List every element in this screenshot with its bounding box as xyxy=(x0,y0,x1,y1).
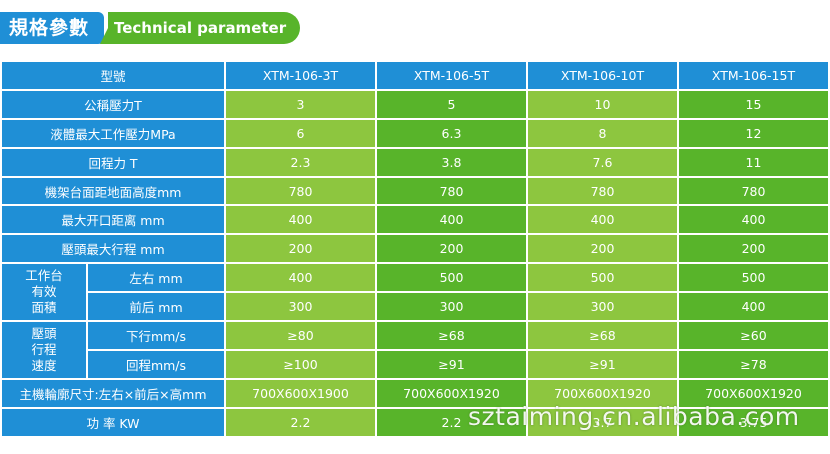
value-cell: ≥78 xyxy=(679,350,828,378)
value-cell: 12 xyxy=(679,119,828,147)
value-cell: 6 xyxy=(226,119,375,147)
value-cell: 700X600X1920 xyxy=(528,379,677,407)
group-label-line: 有效 xyxy=(31,284,57,300)
value-cell: 400 xyxy=(528,206,677,234)
value-cell: 500 xyxy=(679,264,828,292)
value-cell: 3.8 xyxy=(377,148,526,176)
section-title-cn: 規格參數 xyxy=(0,12,104,44)
value-cell: 700X600X1900 xyxy=(226,379,375,407)
table-row: 液體最大工作壓力MPa 6 6.3 8 12 xyxy=(2,119,828,147)
value-cell: 3.75 xyxy=(679,408,828,436)
table-row: 壓頭 行程 速度 下行mm/s ≥80 ≥68 ≥68 ≥60 xyxy=(2,322,828,378)
sub-row-label: 左右 mm xyxy=(88,264,224,292)
section-header: 規格參數 Technical parameter xyxy=(0,12,300,44)
table-row: 公稱壓力T 3 5 10 15 xyxy=(2,90,828,118)
row-label: 最大开口距离 mm xyxy=(2,206,224,234)
model-header-cell: XTM-106-10T xyxy=(528,62,677,89)
table-header-row: 型號 XTM-106-3T XTM-106-5T XTM-106-10T XTM-106… xyxy=(2,62,828,89)
section-title-en: Technical parameter xyxy=(100,12,300,44)
value-cell: 400 xyxy=(679,293,828,321)
sub-row-label: 下行mm/s xyxy=(88,322,224,349)
row-label: 主機輪廓尺寸:左右×前后×高mm xyxy=(2,379,224,407)
value-cell: ≥68 xyxy=(377,322,526,349)
value-cell: 2.3 xyxy=(226,148,375,176)
row-label: 公稱壓力T xyxy=(2,90,224,118)
spec-table: 型號 XTM-106-3T XTM-106-5T XTM-106-10T XTM-106… xyxy=(0,60,830,438)
value-cell: 400 xyxy=(226,264,375,292)
table-row: 前后 mm 300 300 300 400 xyxy=(2,293,828,321)
table-row: 工作台 有效 面積 左右 mm 400 500 500 500 xyxy=(2,264,828,321)
value-cell: 10 xyxy=(528,90,677,118)
sub-row-label: 前后 mm xyxy=(88,293,224,321)
value-cell: 400 xyxy=(679,206,828,234)
value-cell: 300 xyxy=(377,293,526,321)
model-header-cell: XTM-106-15T xyxy=(679,62,828,89)
value-cell: 15 xyxy=(679,90,828,118)
value-cell: 780 xyxy=(377,177,526,205)
value-cell: 2.2 xyxy=(226,408,375,436)
group-label-line: 工作台 xyxy=(25,268,63,284)
row-label: 功 率 KW xyxy=(2,408,224,436)
value-cell: 5 xyxy=(377,90,526,118)
table-row: 回程力 T 2.3 3.8 7.6 11 xyxy=(2,148,828,176)
value-cell: 3.7 xyxy=(528,408,677,436)
value-cell: 200 xyxy=(679,235,828,263)
value-cell: 400 xyxy=(226,206,375,234)
table-row: 主機輪廓尺寸:左右×前后×高mm 700X600X1900 700X600X1920… xyxy=(2,379,828,407)
sub-row-label: 回程mm/s xyxy=(88,350,224,378)
group-label-line: 壓頭 xyxy=(31,325,57,341)
value-cell: ≥100 xyxy=(226,350,375,378)
value-cell: 780 xyxy=(528,177,677,205)
value-cell: 300 xyxy=(226,293,375,321)
value-cell: 400 xyxy=(377,206,526,234)
value-cell: 780 xyxy=(679,177,828,205)
row-label: 機架台面距地面高度mm xyxy=(2,177,224,205)
table-row: 機架台面距地面高度mm 780 780 780 780 xyxy=(2,177,828,205)
model-header-label: 型號 xyxy=(2,62,224,89)
value-cell: 3 xyxy=(226,90,375,118)
model-header-cell: XTM-106-3T xyxy=(226,62,375,89)
group1-label: 工作台 有效 面積 xyxy=(2,264,86,321)
value-cell: ≥60 xyxy=(679,322,828,349)
value-cell: 500 xyxy=(377,264,526,292)
value-cell: 200 xyxy=(377,235,526,263)
group-label-line: 面積 xyxy=(31,300,57,316)
group2-label: 壓頭 行程 速度 xyxy=(2,322,86,378)
watermark: sztaiming.cn.alibaba.com xyxy=(468,402,800,431)
value-cell: 200 xyxy=(226,235,375,263)
table-row: 最大开口距离 mm 400 400 400 400 xyxy=(2,206,828,234)
value-cell: 200 xyxy=(528,235,677,263)
value-cell: ≥68 xyxy=(528,322,677,349)
spec-table-body: 型號 XTM-106-3T XTM-106-5T XTM-106-10T XTM-106… xyxy=(2,62,828,436)
table-row: 功 率 KW 2.2 2.2 3.7 3.75 xyxy=(2,408,828,436)
value-cell: 500 xyxy=(528,264,677,292)
table-row: 壓頭最大行程 mm 200 200 200 200 xyxy=(2,235,828,263)
row-label: 回程力 T xyxy=(2,148,224,176)
value-cell: ≥91 xyxy=(377,350,526,378)
value-cell: 700X600X1920 xyxy=(377,379,526,407)
row-label: 液體最大工作壓力MPa xyxy=(2,119,224,147)
value-cell: 300 xyxy=(528,293,677,321)
value-cell: 6.3 xyxy=(377,119,526,147)
group-label-line: 行程 xyxy=(31,341,57,357)
value-cell: ≥80 xyxy=(226,322,375,349)
value-cell: 700X600X1920 xyxy=(679,379,828,407)
value-cell: 2.2 xyxy=(377,408,526,436)
table-row: 回程mm/s ≥100 ≥91 ≥91 ≥78 xyxy=(2,350,828,378)
row-label: 壓頭最大行程 mm xyxy=(2,235,224,263)
value-cell: 7.6 xyxy=(528,148,677,176)
model-header-cell: XTM-106-5T xyxy=(377,62,526,89)
value-cell: 780 xyxy=(226,177,375,205)
group-label-line: 速度 xyxy=(31,357,57,373)
value-cell: 8 xyxy=(528,119,677,147)
value-cell: ≥91 xyxy=(528,350,677,378)
value-cell: 11 xyxy=(679,148,828,176)
